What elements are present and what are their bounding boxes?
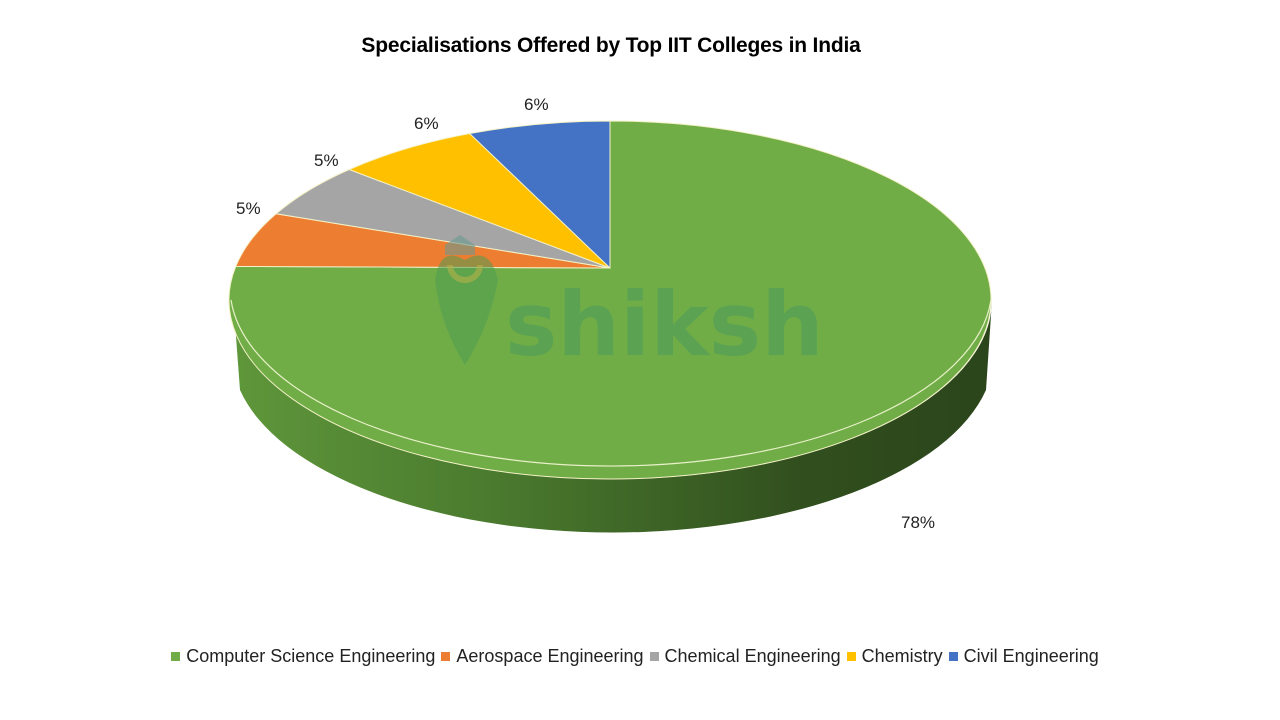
legend-item-cse: Computer Science Engineering [171,646,435,667]
pie-slices [228,120,992,480]
legend-label: Chemical Engineering [664,646,841,666]
legend-item-chemistry: Chemistry [846,646,943,667]
pie-slice-civil-engineering [468,120,611,270]
shiksha-watermark: shiksha [435,235,820,375]
pie-slice-computer-science-engineering [228,120,992,480]
legend-swatch-chemical-engineering [649,652,659,661]
data-label-chemistry: 6% [414,114,439,133]
legend-swatch-civil [948,652,958,661]
chart-title: Specialisations Offered by Top IIT Colle… [361,34,861,57]
legend-item-aerospace: Aerospace Engineering [441,646,644,667]
legend-item-civil: Civil Engineering [948,646,1099,667]
legend-label: Computer Science Engineering [186,646,436,666]
pie-slice-chemistry [347,133,611,269]
legend-label: Chemistry [861,646,943,666]
legend-label: Civil Engineering [963,646,1099,666]
chart-legend: Computer Science Engineering Aerospace E… [0,646,1270,667]
legend-item-chemical-engineering: Chemical Engineering [649,646,841,667]
pie-side-wall [229,300,992,533]
data-label-cse: 78% [901,513,936,532]
data-label-chemical-engineering: 5% [314,151,339,170]
legend-label: Aerospace Engineering [456,646,644,666]
data-label-aerospace: 5% [236,199,261,218]
data-label-civil: 6% [524,95,549,114]
watermark-text: shiksha [505,273,820,375]
legend-swatch-cse [171,652,181,661]
legend-swatch-aerospace [441,652,451,661]
legend-swatch-chemistry [846,652,856,661]
